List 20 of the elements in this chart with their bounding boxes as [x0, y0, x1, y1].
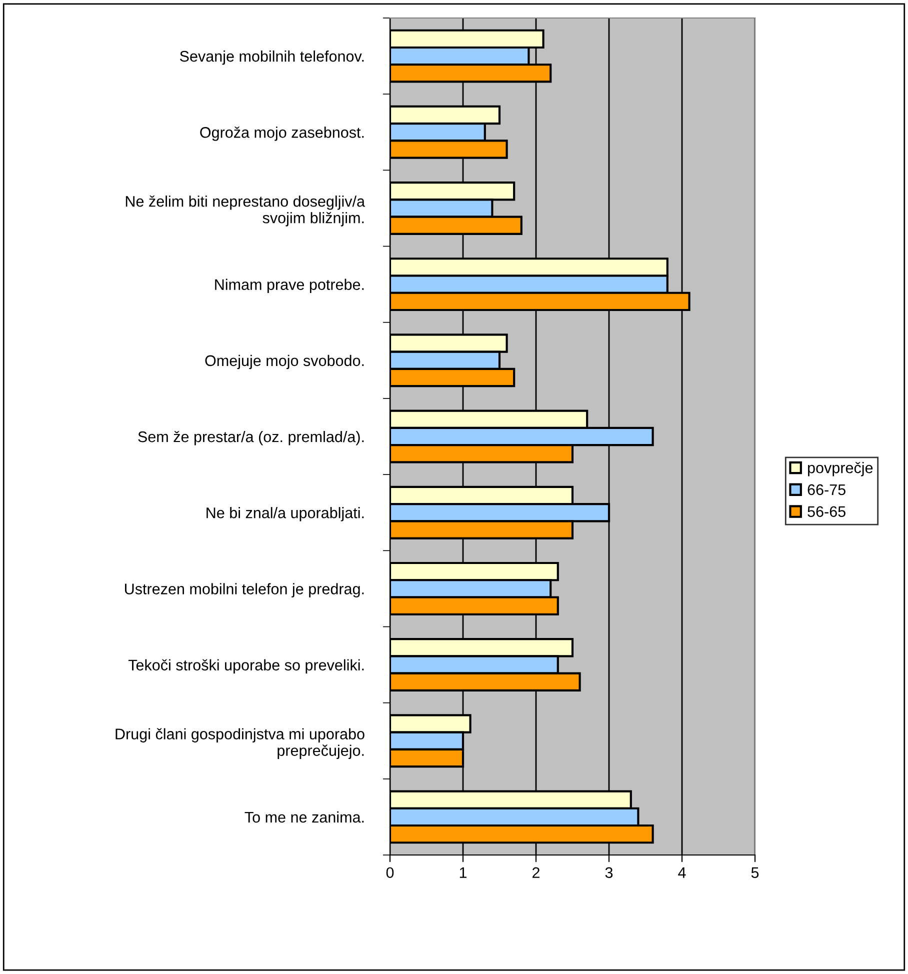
- x-tick-label: 5: [751, 867, 759, 878]
- x-tick-label: 0: [386, 867, 394, 878]
- legend-label: 56-65: [808, 506, 846, 518]
- y-tick-label: To me ne zanima.: [244, 811, 364, 823]
- x-tick-label: 4: [678, 867, 686, 878]
- y-tick-label: Nimam prave potrebe.: [215, 278, 364, 294]
- x-tick-label: 2: [532, 867, 540, 878]
- y-tick-label: Sevanje mobilnih telefonov.: [180, 50, 364, 65]
- legend-label: povprečje: [808, 462, 873, 476]
- x-tick-label: 1: [460, 867, 467, 878]
- y-tick-label: Omejuje mojo svobodo.: [205, 354, 364, 370]
- y-tick-label: Ustrezen mobilni telefon je predrag.: [125, 583, 364, 598]
- x-tick-label: 3: [605, 867, 613, 878]
- legend-label: 66-75: [808, 484, 846, 496]
- y-tick-label: Sem že prestar/a (oz. premlad/a).: [138, 430, 364, 446]
- y-tick-label: Ogroža mojo zasebnost.: [200, 126, 364, 141]
- y-tick-label: Tekoči stroški uporabe so preveliki.: [128, 659, 364, 674]
- y-tick-label: Ne bi znal/a uporabljati.: [206, 507, 364, 522]
- y-tick-label: Ne želim biti neprestano dosegljiv/a svojim bližnjim.: [126, 196, 366, 226]
- y-tick-label: Drugi člani gospodinjstva mi uporabo preprečujejo.: [116, 728, 364, 759]
